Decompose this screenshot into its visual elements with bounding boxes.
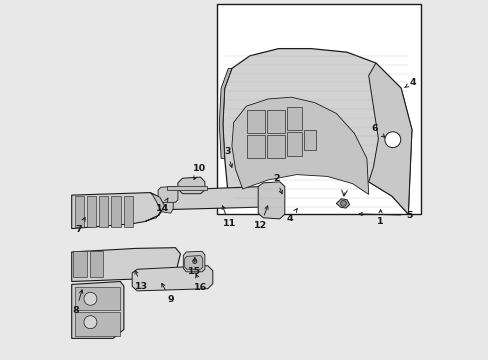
Bar — [75, 196, 84, 227]
Bar — [247, 135, 265, 158]
Text: 7: 7 — [76, 217, 85, 234]
Polygon shape — [223, 49, 411, 214]
Circle shape — [340, 201, 346, 206]
Text: 13: 13 — [135, 271, 148, 291]
Text: 8: 8 — [73, 290, 82, 315]
Text: 14: 14 — [156, 198, 169, 212]
Polygon shape — [219, 68, 231, 158]
Bar — [303, 130, 315, 150]
Bar — [266, 135, 285, 158]
Text: 11: 11 — [222, 206, 236, 228]
Polygon shape — [183, 251, 204, 272]
Text: 10: 10 — [193, 164, 205, 180]
Text: 16: 16 — [194, 274, 207, 292]
Text: 4: 4 — [404, 77, 415, 88]
Bar — [286, 107, 302, 130]
Circle shape — [84, 292, 97, 305]
Polygon shape — [164, 186, 270, 210]
Text: 5: 5 — [358, 211, 412, 220]
Bar — [89, 251, 103, 277]
Text: 2: 2 — [272, 174, 282, 194]
Bar — [217, 4, 420, 214]
Bar — [247, 110, 265, 133]
Bar — [123, 196, 133, 227]
Circle shape — [384, 132, 400, 148]
Text: 9: 9 — [162, 283, 174, 304]
Bar — [73, 251, 87, 277]
Circle shape — [192, 259, 197, 264]
Text: 1: 1 — [377, 210, 383, 226]
Bar — [87, 196, 96, 227]
Bar — [167, 186, 206, 190]
Polygon shape — [72, 282, 123, 338]
Polygon shape — [336, 199, 349, 208]
Polygon shape — [72, 248, 180, 282]
Text: 3: 3 — [224, 148, 232, 167]
Bar — [266, 110, 285, 133]
Polygon shape — [72, 193, 164, 229]
Polygon shape — [158, 186, 178, 202]
Circle shape — [84, 316, 97, 329]
Text: 15: 15 — [188, 258, 201, 276]
Polygon shape — [184, 256, 203, 269]
Text: 12: 12 — [254, 206, 267, 230]
Text: 4: 4 — [285, 209, 297, 223]
Polygon shape — [178, 177, 204, 194]
Polygon shape — [258, 182, 284, 219]
Polygon shape — [132, 266, 212, 291]
Bar — [75, 287, 120, 310]
Polygon shape — [231, 97, 368, 194]
Bar — [286, 132, 302, 156]
Polygon shape — [368, 63, 411, 214]
Polygon shape — [161, 196, 173, 213]
Circle shape — [190, 257, 199, 266]
Polygon shape — [145, 193, 164, 221]
Bar — [75, 312, 120, 336]
Bar — [111, 196, 121, 227]
Text: 6: 6 — [371, 124, 384, 137]
Bar — [99, 196, 108, 227]
